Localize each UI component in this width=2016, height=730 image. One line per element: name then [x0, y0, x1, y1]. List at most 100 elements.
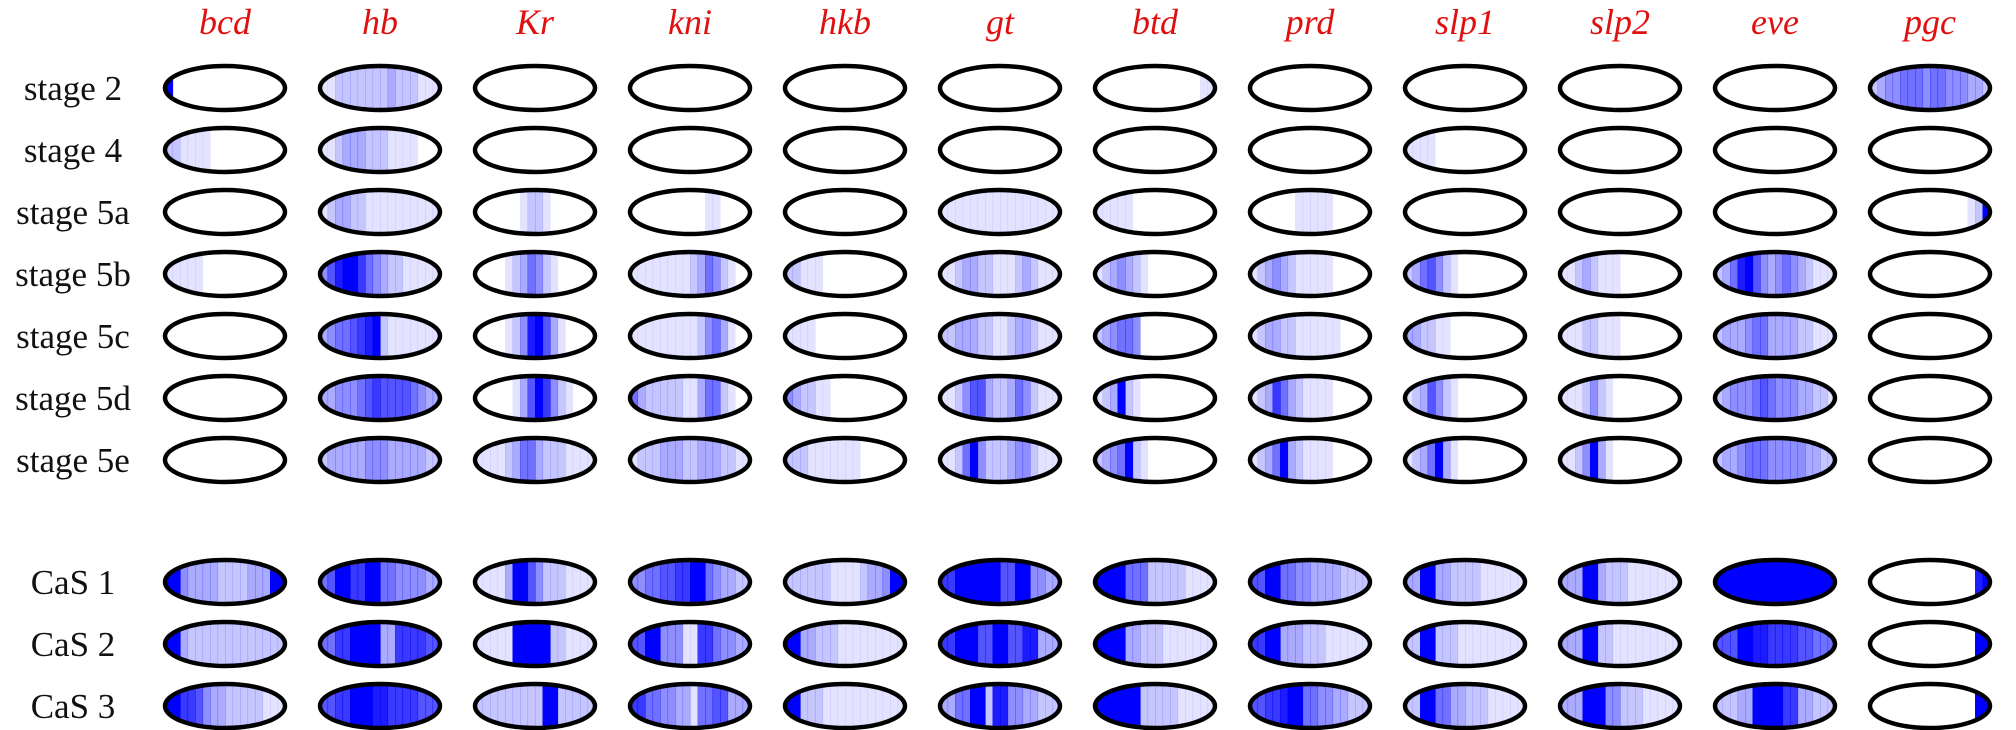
expression-band	[1045, 560, 1054, 604]
expression-band	[1295, 684, 1304, 728]
expression-band	[1797, 684, 1806, 728]
embryo-stage-5c-bcd	[162, 311, 288, 361]
expression-band	[1805, 684, 1814, 728]
expression-band	[395, 376, 404, 420]
expression-band	[1272, 376, 1281, 420]
expression-band	[807, 438, 816, 482]
expression-band	[240, 622, 249, 666]
expression-band	[630, 560, 639, 604]
expression-band	[1427, 560, 1436, 604]
expression-band	[425, 560, 434, 604]
expression-band	[962, 376, 971, 420]
expression-band	[785, 684, 794, 728]
expression-band	[1177, 622, 1186, 666]
expression-band	[372, 622, 381, 666]
expression-band	[1310, 190, 1319, 234]
expression-band	[1162, 684, 1171, 728]
expression-band	[342, 684, 351, 728]
expression-band	[1805, 438, 1814, 482]
expression-band	[1435, 438, 1444, 482]
embryo-outline	[1867, 619, 1993, 669]
expression-band	[660, 376, 669, 420]
embryo-stage-5b-btd	[1092, 249, 1218, 299]
expression-band	[1257, 314, 1266, 358]
expression-band	[720, 560, 729, 604]
expression-band	[1405, 376, 1414, 420]
expression-band	[165, 66, 174, 110]
expression-band	[815, 376, 824, 420]
expression-band	[180, 252, 189, 296]
embryo-cas-1-prd	[1247, 557, 1373, 607]
expression-band	[1597, 252, 1606, 296]
embryo-outline	[782, 619, 908, 669]
expression-band	[955, 438, 964, 482]
expression-band	[1030, 438, 1039, 482]
embryo-stage-2-eve	[1712, 63, 1838, 113]
embryo-outline	[937, 619, 1063, 669]
expression-band	[822, 622, 831, 666]
expression-band	[527, 190, 536, 234]
expression-band	[1722, 622, 1731, 666]
expression-band	[520, 376, 529, 420]
expression-band	[1295, 252, 1304, 296]
embryo-outline	[162, 249, 288, 299]
expression-band	[1975, 684, 1984, 728]
expression-band	[490, 684, 499, 728]
expression-band	[675, 314, 684, 358]
expression-band	[1797, 252, 1806, 296]
expression-band	[800, 438, 809, 482]
expression-band	[667, 438, 676, 482]
expression-band	[675, 622, 684, 666]
expression-band	[1412, 252, 1421, 296]
embryo-cas-1-slp1	[1402, 557, 1528, 607]
embryo-stage-5a-pgc	[1867, 187, 1993, 237]
expression-band	[1812, 252, 1821, 296]
expression-band	[1037, 560, 1046, 604]
expression-band	[1280, 560, 1289, 604]
expression-band	[417, 684, 426, 728]
embryo-stage-2-hb	[317, 63, 443, 113]
expression-band	[335, 128, 344, 172]
expression-band	[1657, 622, 1666, 666]
expression-band	[1820, 684, 1829, 728]
embryo-outline	[162, 373, 288, 423]
expression-band	[1752, 684, 1761, 728]
expression-band	[380, 190, 389, 234]
expression-band	[520, 684, 529, 728]
expression-band	[637, 684, 646, 728]
embryo-outline	[937, 681, 1063, 730]
expression-band	[497, 684, 506, 728]
embryo-stage-5b-hkb	[782, 249, 908, 299]
expression-band	[432, 560, 440, 604]
expression-band	[232, 684, 241, 728]
expression-band	[735, 560, 744, 604]
embryo-outline	[1867, 187, 1993, 237]
expression-band	[542, 190, 551, 234]
expression-band	[1110, 190, 1119, 234]
embryo-outline	[317, 557, 443, 607]
embryo-stage-5d-pgc	[1867, 373, 1993, 423]
expression-band	[505, 438, 514, 482]
expression-band	[210, 622, 219, 666]
expression-band	[852, 560, 861, 604]
embryo-stage-5c-prd	[1247, 311, 1373, 361]
expression-band	[1745, 376, 1754, 420]
row-label-stage-4: stage 4	[24, 131, 122, 170]
embryo-stage-5e-gt	[937, 435, 1063, 485]
expression-band	[947, 622, 956, 666]
expression-band	[712, 376, 721, 420]
expression-band	[327, 66, 336, 110]
expression-band	[572, 560, 581, 604]
expression-band	[1037, 376, 1046, 420]
expression-band	[542, 684, 551, 728]
expression-band	[497, 622, 506, 666]
expression-band	[1472, 684, 1481, 728]
embryo-outline	[937, 187, 1063, 237]
expression-band	[342, 190, 351, 234]
expression-band	[535, 684, 544, 728]
expression-band	[1782, 622, 1791, 666]
expression-band	[1302, 560, 1311, 604]
expression-band	[1340, 560, 1349, 604]
expression-band	[335, 560, 344, 604]
expression-band	[1760, 438, 1769, 482]
